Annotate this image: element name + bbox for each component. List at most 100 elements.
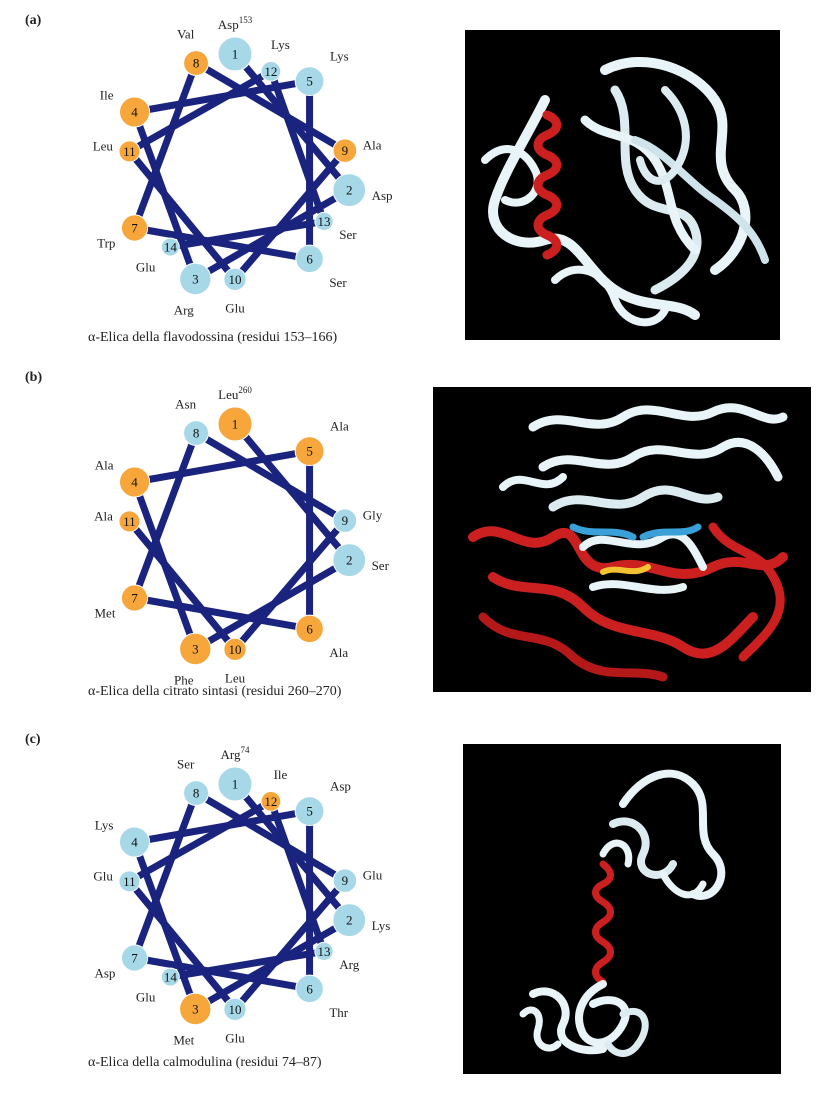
- residue-circle: [295, 974, 324, 1004]
- residue-circle: [118, 140, 141, 163]
- residue-number: 14: [164, 970, 178, 985]
- residue-name: Lys: [330, 48, 349, 63]
- residue-name: Ala: [95, 457, 114, 472]
- residue-circle: [332, 903, 367, 937]
- helix-spoke: [127, 68, 273, 155]
- residue-number: 11: [123, 874, 136, 889]
- residue-circle: [217, 406, 253, 442]
- helix-spoke: [126, 149, 238, 282]
- helix-spoke: [267, 70, 328, 223]
- residue-number: 3: [192, 272, 199, 287]
- residue-name: Leu: [225, 671, 246, 686]
- residue-number: 14: [164, 240, 178, 255]
- residue-circle: [332, 543, 367, 577]
- residue-name: Asp153: [218, 15, 253, 32]
- helix-spoke: [267, 800, 328, 953]
- residue-circle: [183, 780, 210, 807]
- residue-circle: [332, 173, 367, 207]
- residue-circle: [118, 466, 151, 498]
- residue-name: Asn: [175, 396, 196, 411]
- residue-name: Met: [94, 606, 115, 621]
- residue-number: 9: [342, 513, 349, 528]
- residue-circle: [118, 510, 141, 533]
- residue-number: 7: [131, 951, 138, 966]
- residue-circle: [179, 262, 212, 296]
- residue-number: 6: [306, 251, 313, 266]
- residue-number: 9: [342, 873, 349, 888]
- residue-circle: [294, 436, 325, 467]
- residue-number: 4: [131, 835, 138, 850]
- residue-circle: [118, 96, 151, 128]
- residue-name: Arg: [174, 303, 194, 318]
- residue-circle: [120, 944, 149, 972]
- residue-name: Ser: [339, 227, 357, 242]
- helix-spoke: [126, 879, 238, 1012]
- helix-spoke: [194, 60, 347, 154]
- residue-name: Leu260: [218, 385, 252, 402]
- residue-name: Gly: [363, 507, 383, 522]
- residue-circle: [295, 614, 324, 644]
- helix-spoke: [131, 431, 200, 600]
- residue-name: Lys: [95, 817, 114, 832]
- residue-number: 9: [342, 143, 349, 158]
- residue-circle: [332, 508, 358, 533]
- residue-number: 7: [131, 591, 138, 606]
- residue-circle: [179, 632, 212, 666]
- residue-circle: [217, 36, 253, 72]
- residue-number: 8: [193, 426, 200, 441]
- residue-name: Asp: [330, 778, 351, 793]
- panel-a: (a) 1 Asp153 2 Asp 3 Arg 4 Ile 5 Lys 6 Ser 7 Trp 8 Val 9…: [0, 0, 837, 360]
- residue-number: 12: [264, 64, 277, 79]
- residue-name: Glu: [225, 1031, 245, 1046]
- residue-number: 10: [229, 1002, 242, 1017]
- residue-circle: [160, 967, 180, 987]
- residue-name: Ser: [329, 275, 347, 290]
- protein-structure-image: [465, 30, 780, 340]
- residue-circle: [120, 584, 149, 612]
- residue-circle: [260, 790, 282, 812]
- residue-circle: [295, 244, 324, 274]
- residue-circle: [118, 870, 141, 893]
- residue-number: 13: [318, 944, 331, 959]
- residue-circle: [294, 796, 325, 827]
- residue-number: 6: [306, 621, 313, 636]
- ribbon-structure: [519, 769, 726, 1057]
- helix-spoke: [126, 519, 238, 652]
- residue-number: 6: [306, 981, 313, 996]
- residue-superscript: 153: [239, 15, 253, 25]
- residue-name: Glu: [363, 867, 383, 882]
- figure-caption: α-Elica della calmodulina (residui 74–87…: [88, 1055, 322, 1070]
- residue-name: Trp: [97, 236, 115, 251]
- residue-name: Phe: [174, 673, 194, 688]
- helix-spoke: [169, 947, 325, 981]
- helix-spoke: [131, 61, 200, 230]
- residue-number: 5: [306, 804, 313, 819]
- residue-circle: [118, 826, 151, 858]
- ribbon-structure: [468, 403, 788, 682]
- residue-name: Asp: [94, 966, 115, 981]
- residue-name: Glu: [93, 868, 113, 883]
- residue-number: 10: [229, 272, 242, 287]
- residue-circle: [223, 637, 247, 662]
- residue-name: Met: [173, 1033, 194, 1048]
- residue-number: 2: [346, 913, 353, 928]
- residue-number: 10: [229, 642, 242, 657]
- residue-circle: [223, 997, 247, 1022]
- residue-circle: [314, 211, 334, 232]
- residue-circle: [120, 214, 149, 242]
- residue-name: Ala: [330, 418, 349, 433]
- residue-number: 4: [131, 475, 138, 490]
- helix-spoke: [232, 878, 348, 1012]
- residue-name: Ile: [100, 87, 114, 102]
- helix-spoke: [133, 594, 311, 633]
- panel-c: (c) 1 Arg74 2 Lys 3 Met 4 Lys 5 Asp 6 Thr 7 Asp 8 Ser 9 G…: [0, 722, 837, 1105]
- residue-number: 2: [346, 183, 353, 198]
- residue-number: 5: [306, 444, 313, 459]
- protein-structure-image: [433, 387, 811, 692]
- residue-number: 7: [131, 221, 138, 236]
- helix-spoke: [194, 790, 347, 884]
- residue-number: 1: [232, 47, 239, 62]
- residue-number: 1: [232, 417, 239, 432]
